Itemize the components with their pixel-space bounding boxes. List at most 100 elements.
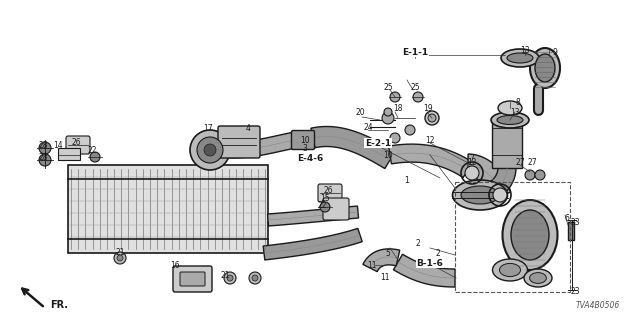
Circle shape <box>493 188 507 202</box>
Ellipse shape <box>497 116 523 124</box>
Text: 22: 22 <box>317 201 327 210</box>
Circle shape <box>117 255 123 261</box>
Text: 23: 23 <box>570 218 580 227</box>
Polygon shape <box>363 249 400 272</box>
Circle shape <box>384 108 392 116</box>
Circle shape <box>114 252 126 264</box>
Polygon shape <box>263 228 362 260</box>
Circle shape <box>249 272 261 284</box>
Text: 17: 17 <box>203 124 213 132</box>
Text: 5: 5 <box>385 249 390 258</box>
Text: 2: 2 <box>436 249 440 258</box>
Text: 23: 23 <box>570 287 580 297</box>
Text: 26: 26 <box>323 186 333 195</box>
Ellipse shape <box>425 111 439 125</box>
Polygon shape <box>268 206 358 226</box>
Ellipse shape <box>507 53 533 63</box>
Text: 21: 21 <box>220 270 230 279</box>
Ellipse shape <box>501 49 539 67</box>
Text: 4: 4 <box>246 124 250 132</box>
Text: 27: 27 <box>527 157 537 166</box>
Circle shape <box>90 152 100 162</box>
Text: B-1-6: B-1-6 <box>417 259 444 268</box>
Text: 13: 13 <box>510 108 520 116</box>
Text: 21: 21 <box>115 247 125 257</box>
Ellipse shape <box>530 273 547 284</box>
Text: 25: 25 <box>410 83 420 92</box>
Bar <box>68 165 268 253</box>
Text: 19: 19 <box>423 103 433 113</box>
Text: FR.: FR. <box>50 300 68 310</box>
Circle shape <box>535 170 545 180</box>
Polygon shape <box>486 168 516 200</box>
Ellipse shape <box>452 180 508 210</box>
Text: 3: 3 <box>303 143 307 153</box>
Text: 27: 27 <box>515 157 525 166</box>
Text: 2: 2 <box>415 238 420 247</box>
FancyBboxPatch shape <box>180 272 205 286</box>
FancyBboxPatch shape <box>66 136 90 154</box>
Ellipse shape <box>493 259 527 281</box>
Ellipse shape <box>524 269 552 287</box>
Text: E-1-1: E-1-1 <box>402 47 428 57</box>
Circle shape <box>197 137 223 163</box>
Circle shape <box>320 202 330 212</box>
Ellipse shape <box>498 101 522 115</box>
Circle shape <box>382 112 394 124</box>
Text: 7: 7 <box>470 154 474 163</box>
Text: 9: 9 <box>552 47 557 57</box>
Text: E-2-1: E-2-1 <box>365 139 391 148</box>
Text: 6: 6 <box>564 213 570 222</box>
Circle shape <box>413 92 423 102</box>
FancyBboxPatch shape <box>291 131 314 149</box>
Text: 18: 18 <box>393 103 403 113</box>
Text: 28: 28 <box>38 153 48 162</box>
FancyBboxPatch shape <box>323 198 349 220</box>
Bar <box>492 118 522 168</box>
Text: 28: 28 <box>38 140 48 149</box>
Text: 15: 15 <box>320 194 330 203</box>
Circle shape <box>190 130 230 170</box>
Text: 11: 11 <box>380 274 390 283</box>
Ellipse shape <box>511 210 549 260</box>
FancyBboxPatch shape <box>173 266 212 292</box>
Text: 12: 12 <box>467 157 477 166</box>
Circle shape <box>39 142 51 154</box>
Circle shape <box>390 92 400 102</box>
Circle shape <box>204 144 216 156</box>
Text: 1: 1 <box>404 175 410 185</box>
Text: 14: 14 <box>53 140 63 149</box>
Text: 24: 24 <box>363 123 373 132</box>
Text: 10: 10 <box>383 150 393 159</box>
Ellipse shape <box>530 48 560 88</box>
Text: 16: 16 <box>170 260 180 269</box>
Bar <box>455 182 570 292</box>
Circle shape <box>227 275 233 281</box>
Text: TVA4B0506: TVA4B0506 <box>576 301 620 310</box>
Polygon shape <box>311 126 395 169</box>
Circle shape <box>224 272 236 284</box>
Text: 8: 8 <box>516 98 520 107</box>
Text: E-4-6: E-4-6 <box>297 154 323 163</box>
Ellipse shape <box>499 263 520 276</box>
Text: 11: 11 <box>367 260 377 269</box>
Bar <box>568 222 574 240</box>
Text: 20: 20 <box>355 108 365 116</box>
Circle shape <box>252 275 258 281</box>
Circle shape <box>465 166 479 180</box>
Polygon shape <box>388 144 473 178</box>
Ellipse shape <box>428 114 436 122</box>
Ellipse shape <box>535 54 555 82</box>
Circle shape <box>390 133 400 143</box>
Ellipse shape <box>502 200 557 270</box>
FancyBboxPatch shape <box>318 184 342 202</box>
Text: 26: 26 <box>71 138 81 147</box>
Circle shape <box>405 125 415 135</box>
Text: 22: 22 <box>87 146 97 155</box>
Circle shape <box>39 154 51 166</box>
Circle shape <box>525 170 535 180</box>
Ellipse shape <box>491 112 529 128</box>
Text: 13: 13 <box>520 45 530 54</box>
Text: 10: 10 <box>300 135 310 145</box>
FancyBboxPatch shape <box>218 126 260 158</box>
